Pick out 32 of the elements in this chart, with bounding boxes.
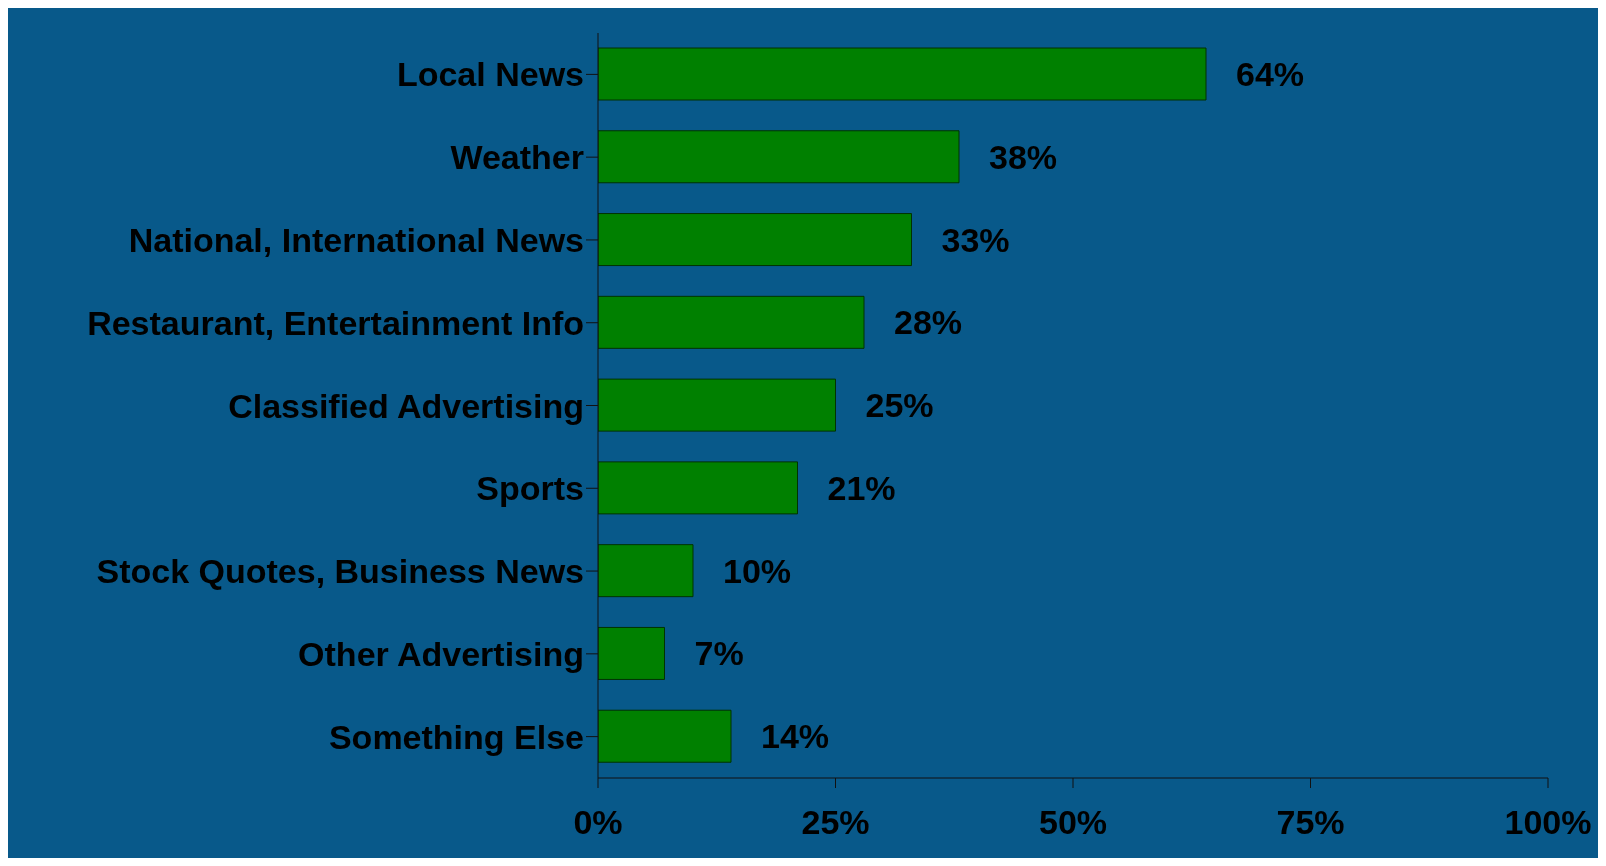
y-tick-label: Something Else bbox=[328, 717, 584, 756]
data-label: 10% bbox=[723, 551, 792, 590]
y-tick-label: Stock Quotes, Business News bbox=[96, 552, 584, 591]
data-label: 25% bbox=[865, 386, 934, 425]
y-tick-label: Local News bbox=[396, 55, 584, 94]
bar bbox=[598, 626, 665, 680]
data-label: 21% bbox=[827, 468, 896, 507]
x-tick-label: 0% bbox=[573, 803, 623, 842]
y-tick-label: Weather bbox=[450, 138, 584, 177]
bar bbox=[598, 47, 1207, 101]
data-label: 7% bbox=[694, 634, 744, 673]
data-label: 64% bbox=[1236, 55, 1305, 93]
data-label: 38% bbox=[989, 137, 1058, 176]
bar bbox=[598, 130, 960, 184]
bar bbox=[598, 544, 694, 598]
x-tick-label: 50% bbox=[1038, 803, 1108, 842]
bar bbox=[598, 461, 798, 515]
data-label: 14% bbox=[761, 717, 830, 756]
data-label: 28% bbox=[894, 303, 963, 342]
x-tick-label: 25% bbox=[801, 803, 870, 842]
y-tick-label: Other Advertising bbox=[298, 634, 584, 673]
bar bbox=[598, 213, 912, 267]
x-tick-label: 75% bbox=[1276, 803, 1345, 842]
y-tick-label: National, International News bbox=[128, 221, 584, 260]
bar bbox=[598, 295, 865, 349]
bar bbox=[598, 709, 732, 763]
y-tick-label: Sports bbox=[476, 469, 584, 508]
y-tick-label: Classified Advertising bbox=[228, 386, 584, 425]
y-tick-label: Restaurant, Entertainment Info bbox=[87, 303, 584, 342]
x-tick-label: 100% bbox=[1504, 803, 1592, 842]
bar bbox=[598, 378, 836, 432]
data-label: 33% bbox=[941, 220, 1010, 259]
